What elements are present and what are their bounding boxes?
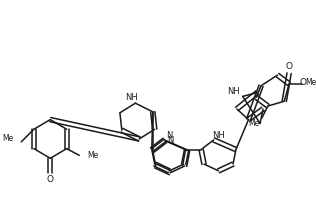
Text: O: O [47,175,54,184]
Text: Me: Me [248,119,259,128]
Text: O: O [300,78,307,87]
Text: O: O [286,62,293,71]
Text: N: N [167,136,173,145]
Text: Me: Me [87,151,98,160]
Text: NH: NH [227,87,240,96]
Text: NH: NH [125,93,138,102]
Text: Me: Me [306,78,316,87]
Text: NH: NH [212,131,225,140]
Text: N: N [166,131,173,140]
Text: Me: Me [2,134,14,143]
